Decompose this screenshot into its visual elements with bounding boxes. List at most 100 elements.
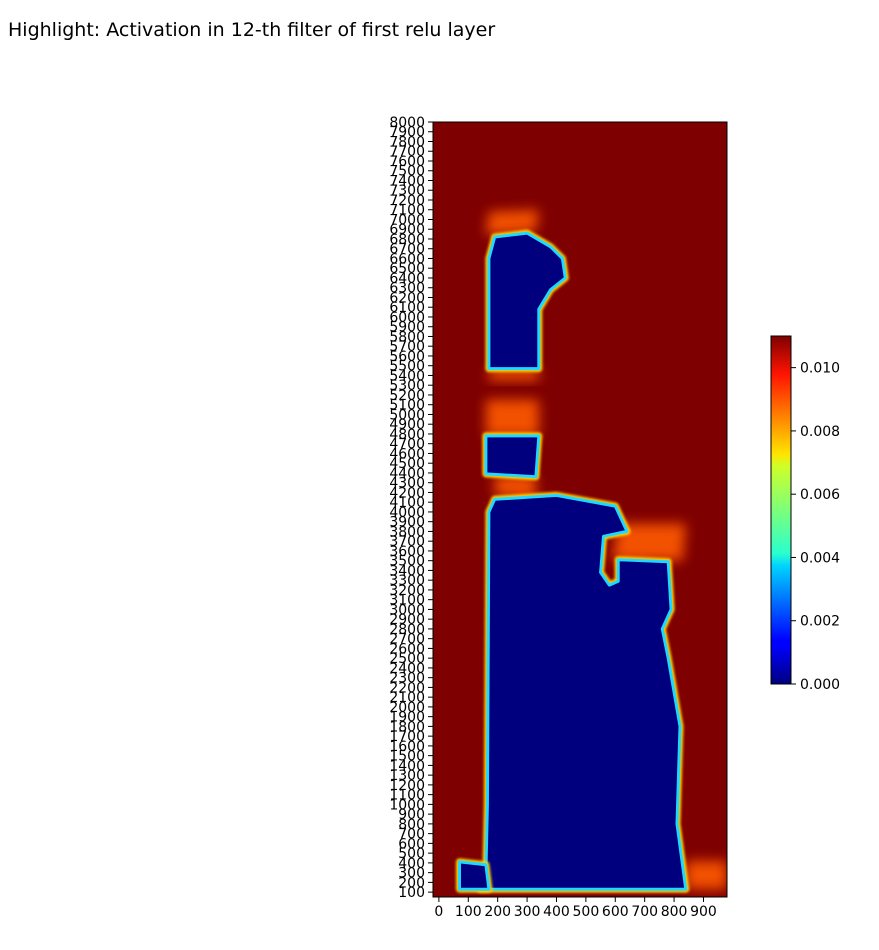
y-tick-label: 2800 (389, 622, 425, 638)
region-body (484, 434, 541, 479)
y-tick-label: 6900 (389, 222, 425, 238)
y-tick-label: 1000 (389, 797, 425, 813)
y-tick-label: 700 (398, 827, 425, 843)
x-tick-label: 300 (514, 904, 541, 920)
y-tick-label: 500 (398, 846, 425, 862)
x-tick-label: 600 (602, 904, 629, 920)
y-tick-label: 2400 (389, 661, 425, 677)
y-tick-label: 2100 (389, 690, 425, 706)
y-tick-label: 6400 (389, 271, 425, 287)
y-tick-label: 6500 (389, 261, 425, 277)
y-tick-label: 6100 (389, 300, 425, 316)
colorbar-gradient (771, 336, 791, 684)
colorbar-frame (770, 335, 792, 685)
y-tick-label: 7400 (389, 173, 425, 189)
y-tick-label: 100 (398, 885, 425, 901)
low-region-upper-block (485, 229, 569, 373)
y-tick-label: 800 (398, 817, 425, 833)
y-tick-label: 600 (398, 836, 425, 852)
y-tick-label: 5500 (389, 359, 425, 375)
y-tick-label: 2300 (389, 671, 425, 687)
x-tick-label: 400 (543, 904, 570, 920)
y-tick-label: 7800 (389, 134, 425, 150)
y-tick-label: 7500 (389, 164, 425, 180)
warm-region-glow-bottom-right (685, 860, 727, 890)
x-tick-label: 0 (434, 904, 443, 920)
plot-frame (432, 121, 728, 898)
colorbar-tick-label: 0.008 (800, 424, 840, 440)
y-tick-label: 3900 (389, 515, 425, 531)
x-tick-label: 700 (631, 904, 658, 920)
y-tick-label: 3000 (389, 602, 425, 618)
colorbar-tick-label: 0.004 (800, 550, 840, 566)
y-tick-label: 2600 (389, 641, 425, 657)
y-tick-label: 5000 (389, 407, 425, 423)
y-tick-label: 3300 (389, 573, 425, 589)
x-tick-label: 200 (484, 904, 511, 920)
y-tick-label: 4400 (389, 466, 425, 482)
y-tick-label: 5600 (389, 349, 425, 365)
y-tick-label: 2700 (389, 632, 425, 648)
y-tick-label: 4000 (389, 505, 425, 521)
low-region-left-foot (456, 858, 493, 893)
y-tick-label: 2200 (389, 680, 425, 696)
warm-region-glow-right-step (612, 523, 686, 561)
colorbar-tick-label: 0.000 (800, 677, 840, 693)
colorbar: 0.000 0.002 0.004 0.006 0.008 0.010 (770, 335, 840, 693)
y-tick-label: 2900 (389, 612, 425, 628)
y-tick-label: 1400 (389, 758, 425, 774)
y-tick-label: 3100 (389, 593, 425, 609)
y-tick-label: 5100 (389, 398, 425, 414)
y-tick-label: 900 (398, 807, 425, 823)
y-tick-label: 6300 (389, 281, 425, 297)
y-tick-label: 5400 (389, 368, 425, 384)
y-tick-label: 1500 (389, 749, 425, 765)
warm-region-glow-above-upper-block (485, 209, 539, 236)
warm-region-glow-above-body (494, 475, 536, 499)
y-tick-label: 6000 (389, 310, 425, 326)
y-tick-label: 6600 (389, 251, 425, 267)
chart-title: Highlight: Activation in 12-th filter of… (8, 19, 496, 41)
y-tick-label: 5700 (389, 339, 425, 355)
y-tick-label: 2500 (389, 651, 425, 667)
y-tick-label: 7300 (389, 183, 425, 199)
y-tick-label: 300 (398, 866, 425, 882)
y-tick-label: 3600 (389, 544, 425, 560)
low-activation-layer (456, 229, 690, 893)
y-tick-label: 4900 (389, 417, 425, 433)
y-tick-label: 2000 (389, 700, 425, 716)
region-body (478, 493, 688, 891)
colorbar-tick-label: 0.002 (800, 614, 840, 630)
y-tick-label: 1800 (389, 719, 425, 735)
heatmap-area (433, 122, 727, 897)
y-tick-label: 7200 (389, 193, 425, 209)
y-tick-label: 3800 (389, 524, 425, 540)
y-tick-label: 200 (398, 875, 425, 891)
y-tick-label: 1200 (389, 778, 425, 794)
x-tick-label: 500 (573, 904, 600, 920)
y-tick-label: 7900 (389, 125, 425, 141)
colorbar-tick-label: 0.006 (800, 487, 840, 503)
y-tick-label: 5800 (389, 329, 425, 345)
y-tick-label: 4200 (389, 485, 425, 501)
colorbar-ticks: 0.000 0.002 0.004 0.006 0.008 0.010 (791, 361, 840, 693)
y-tick-label: 5900 (389, 320, 425, 336)
region-body (487, 231, 567, 371)
y-tick-label: 6700 (389, 242, 425, 258)
y-tick-label: 7700 (389, 144, 425, 160)
y-tick-label: 5200 (389, 388, 425, 404)
low-region-mid-block (482, 432, 543, 481)
y-tick-label: 8000 (389, 115, 425, 131)
y-tick-label: 1100 (389, 788, 425, 804)
warm-activation-layer (485, 209, 727, 890)
y-tick-label: 4300 (389, 476, 425, 492)
region-body (458, 860, 491, 891)
y-tick-label: 7600 (389, 154, 425, 170)
y-tick-label: 1900 (389, 710, 425, 726)
y-tick-label: 4500 (389, 456, 425, 472)
y-tick-label: 4100 (389, 495, 425, 511)
y-tick-label: 3500 (389, 554, 425, 570)
y-tick-label: 3700 (389, 534, 425, 550)
y-tick-label: 1300 (389, 768, 425, 784)
